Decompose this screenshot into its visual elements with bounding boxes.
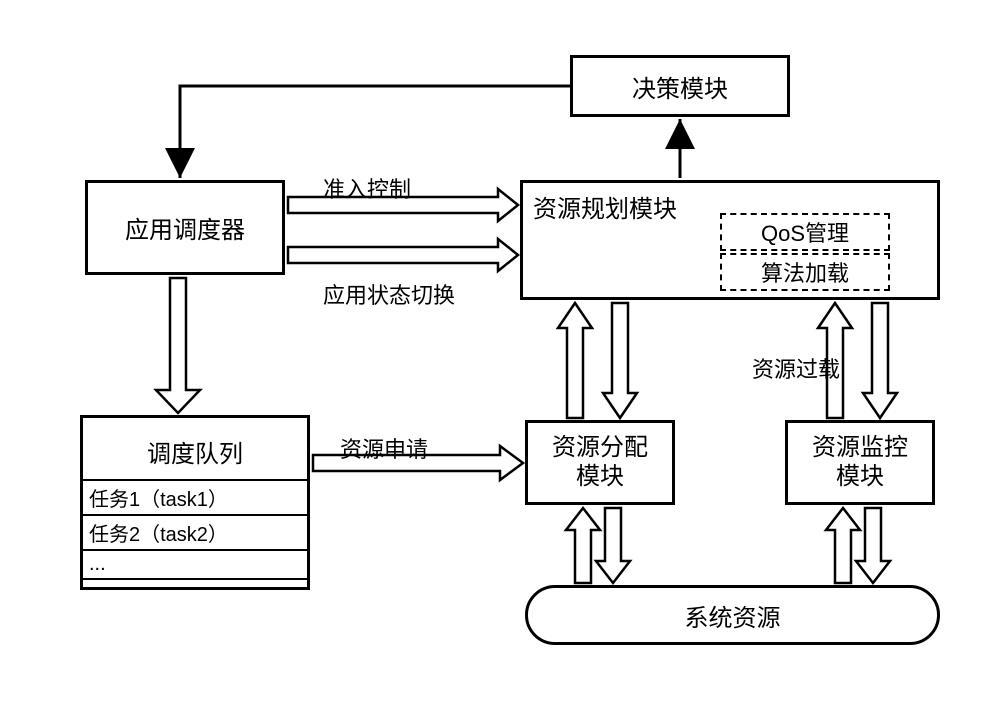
queue-title: 调度队列 bbox=[83, 418, 307, 479]
node-label: 资源规划模块 bbox=[533, 189, 677, 224]
node-label-line2: 模块 bbox=[836, 463, 884, 492]
node-label: 应用调度器 bbox=[125, 210, 245, 245]
node-alloc: 资源分配 模块 bbox=[525, 420, 675, 505]
queue-row: 任务2（task2） bbox=[83, 514, 307, 549]
edge-label-request: 资源申请 bbox=[340, 432, 428, 464]
node-label-line2: 模块 bbox=[576, 463, 624, 492]
node-algo: 算法加载 bbox=[720, 253, 890, 291]
node-scheduler: 应用调度器 bbox=[85, 180, 285, 275]
diagram-canvas: 决策模块 应用调度器 资源规划模块 QoS管理 算法加载 资源分配 模块 资源监… bbox=[0, 0, 1000, 705]
node-monitor: 资源监控 模块 bbox=[785, 420, 935, 505]
node-label: 决策模块 bbox=[632, 69, 728, 104]
queue-row: 任务1（task1） bbox=[83, 479, 307, 514]
edge-label-overload: 资源过载 bbox=[752, 352, 840, 384]
edge-label-app-switch: 应用状态切换 bbox=[323, 278, 455, 310]
node-label: QoS管理 bbox=[761, 216, 849, 248]
node-label-line1: 资源监控 bbox=[812, 434, 908, 463]
queue-row: ... bbox=[83, 549, 307, 580]
node-label: 系统资源 bbox=[685, 598, 781, 633]
node-label-line1: 资源分配 bbox=[552, 434, 648, 463]
node-queue: 调度队列 任务1（task1） 任务2（task2） ... bbox=[80, 415, 310, 590]
edge-label-admission: 准入控制 bbox=[323, 172, 411, 204]
node-qos: QoS管理 bbox=[720, 213, 890, 251]
node-label: 算法加载 bbox=[761, 256, 849, 288]
node-decision: 决策模块 bbox=[570, 55, 790, 117]
node-resources: 系统资源 bbox=[525, 585, 940, 645]
